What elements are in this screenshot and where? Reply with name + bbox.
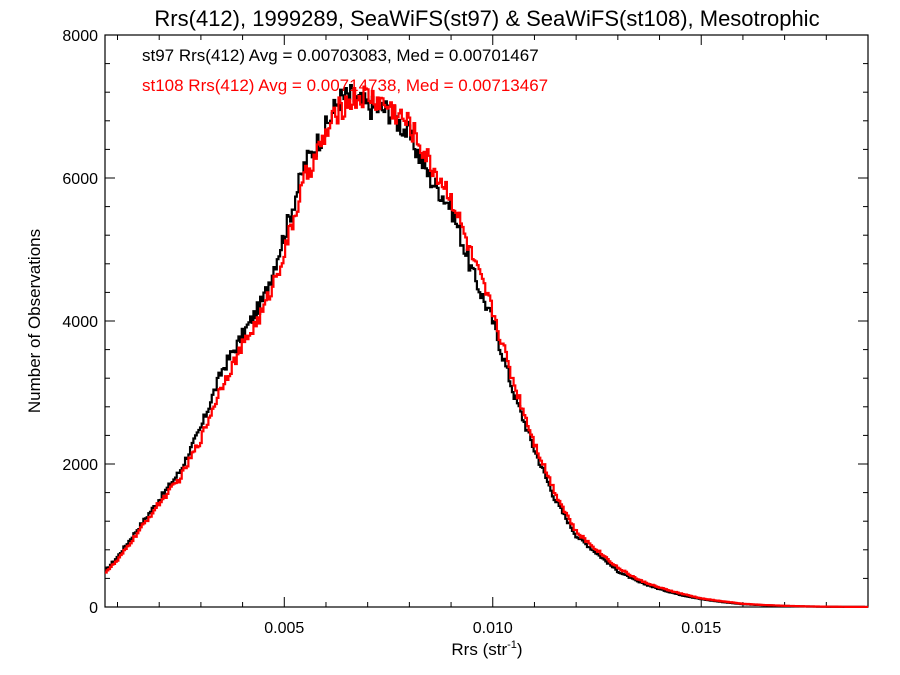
x-tick-label: 0.005 <box>264 620 304 637</box>
y-tick-label: 6000 <box>62 171 98 188</box>
x-tick-label: 0.010 <box>473 620 513 637</box>
series-line-st97 <box>105 84 869 609</box>
x-axis-label-main: Rrs (str <box>451 640 507 659</box>
y-tick-label: 0 <box>89 600 98 617</box>
x-axis-label-superscript: -1 <box>507 639 517 651</box>
y-tick-label: 8000 <box>62 28 98 45</box>
x-axis-ticks: 0.005 0.010 0.015 <box>117 35 869 637</box>
st108-stats-annotation: st108 Rrs(412) Avg = 0.00714738, Med = 0… <box>142 76 548 95</box>
y-tick-label: 2000 <box>62 457 98 474</box>
x-tick-label: 0.015 <box>681 620 721 637</box>
x-axis-label-end: ) <box>517 640 523 659</box>
st97-stats-annotation: st97 Rrs(412) Avg = 0.00703083, Med = 0.… <box>142 46 539 65</box>
series-line-st108 <box>105 85 869 609</box>
chart-title: Rrs(412), 1999289, SeaWiFS(st97) & SeaWi… <box>154 6 819 31</box>
y-tick-label: 4000 <box>62 314 98 331</box>
y-axis-label: Number of Observations <box>25 229 44 413</box>
plot-area: 0 2000 4000 6000 8000 0.005 0.010 0.015 <box>62 28 869 637</box>
plot-frame <box>104 34 869 608</box>
x-axis-label: Rrs (str-1) <box>451 639 522 659</box>
y-axis-ticks: 0 2000 4000 6000 8000 <box>62 28 868 617</box>
series-group <box>105 84 869 609</box>
